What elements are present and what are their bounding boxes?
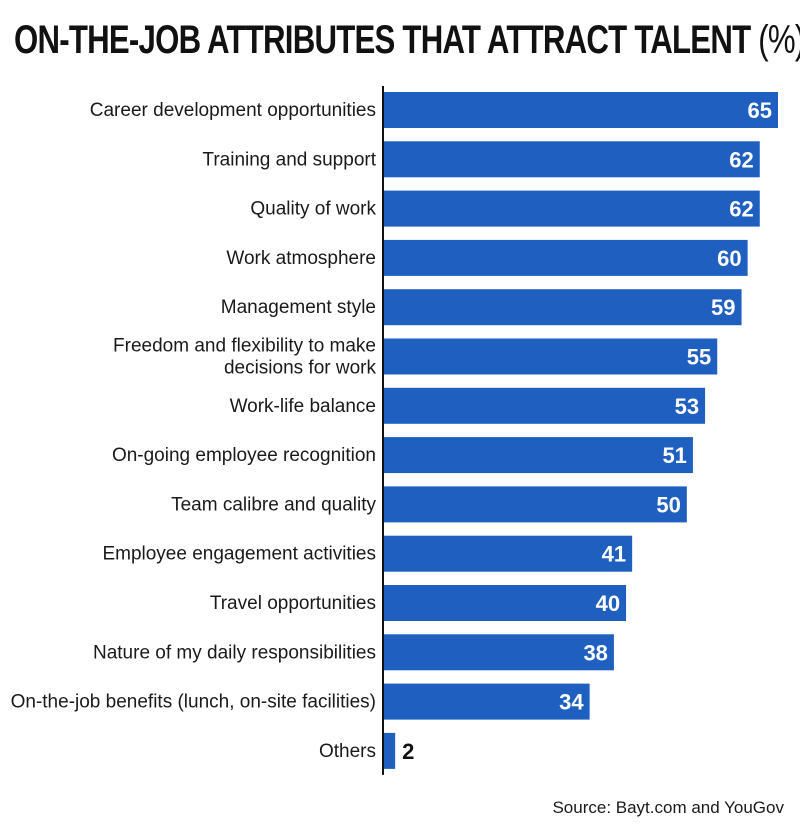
bar — [383, 289, 742, 326]
bar — [383, 239, 748, 276]
value-label: 50 — [656, 492, 680, 517]
value-label: 38 — [583, 640, 607, 665]
bar — [383, 683, 590, 720]
chart-title: ON-THE-JOB ATTRIBUTES THAT ATTRACT TALEN… — [14, 14, 800, 66]
bar — [383, 732, 396, 769]
category-label: Quality of work — [250, 199, 376, 220]
category-label: Freedom and flexibility to make decisions… — [113, 336, 376, 379]
category-label: Team calibre and quality — [171, 494, 376, 515]
bar — [383, 92, 778, 128]
source-note: Source: Bayt.com and YouGov — [552, 798, 784, 817]
value-label: 65 — [748, 98, 772, 123]
bar — [383, 437, 693, 474]
bar — [383, 585, 627, 621]
chart-title-text: ON-THE-JOB ATTRIBUTES THAT ATTRACT TALEN… — [14, 18, 751, 62]
value-label: 55 — [687, 345, 711, 370]
category-label: Others — [319, 741, 376, 762]
value-label: 41 — [602, 542, 626, 567]
value-label: 62 — [729, 147, 753, 172]
bar — [383, 634, 614, 671]
bar — [383, 535, 633, 572]
value-label: 2 — [402, 739, 414, 764]
category-label: On-the-job benefits (lunch, on-site faci… — [11, 692, 376, 713]
chart-title-unit: (%) — [750, 18, 800, 62]
category-label: Nature of my daily responsibilities — [93, 642, 376, 663]
value-label: 53 — [675, 394, 699, 419]
bar — [383, 141, 760, 178]
value-label: 59 — [711, 295, 735, 320]
value-label: 34 — [559, 690, 584, 715]
bar — [383, 338, 718, 375]
category-label: Career development opportunities — [90, 100, 376, 121]
category-label: Work-life balance — [230, 396, 376, 417]
bar — [383, 190, 760, 227]
category-label: Work atmosphere — [226, 248, 376, 269]
bar — [383, 387, 706, 424]
bar — [383, 486, 687, 523]
category-label: On-going employee recognition — [112, 445, 376, 466]
value-label: 62 — [729, 197, 753, 222]
category-label: Training and support — [202, 149, 376, 170]
category-label: Employee engagement activities — [102, 544, 376, 565]
category-label: Management style — [221, 297, 376, 318]
value-label: 40 — [596, 591, 620, 616]
category-label: Travel opportunities — [210, 593, 376, 614]
value-label: 51 — [662, 443, 686, 468]
value-label: 60 — [717, 246, 741, 271]
